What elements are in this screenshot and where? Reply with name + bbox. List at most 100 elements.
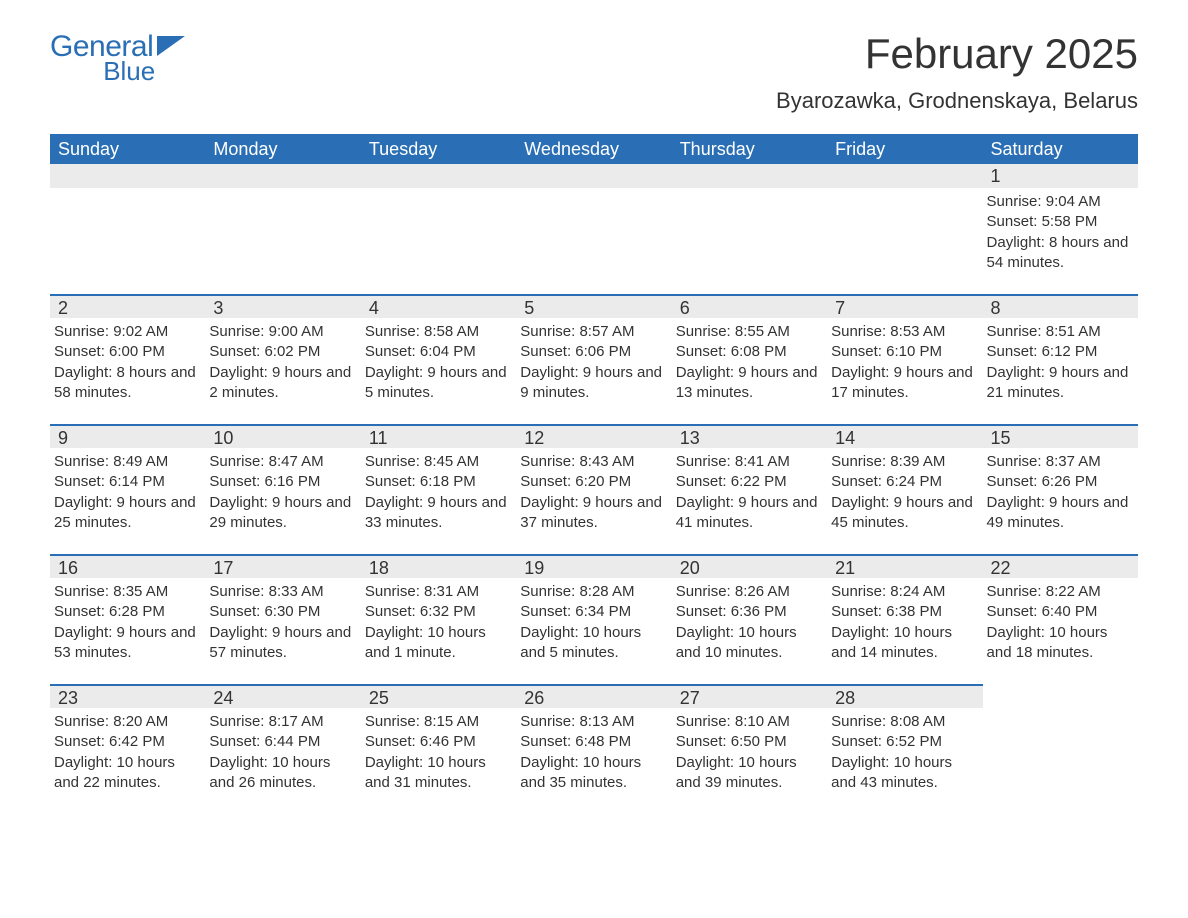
- day-body: Sunrise: 8:43 AMSunset: 6:20 PMDaylight:…: [516, 448, 671, 533]
- day-number: 13: [672, 424, 827, 448]
- flag-icon: [157, 36, 185, 56]
- sunrise-text: Sunrise: 8:41 AM: [676, 452, 819, 472]
- calendar-cell: 18Sunrise: 8:31 AMSunset: 6:32 PMDayligh…: [361, 554, 516, 684]
- daylight-text: Daylight: 10 hours and 22 minutes.: [54, 753, 197, 794]
- sunrise-text: Sunrise: 8:20 AM: [54, 712, 197, 732]
- calendar-cell: [516, 164, 671, 294]
- day-number: 25: [361, 684, 516, 708]
- calendar-cell: 14Sunrise: 8:39 AMSunset: 6:24 PMDayligh…: [827, 424, 982, 554]
- day-body: Sunrise: 8:28 AMSunset: 6:34 PMDaylight:…: [516, 578, 671, 663]
- day-body: Sunrise: 8:57 AMSunset: 6:06 PMDaylight:…: [516, 318, 671, 403]
- daylight-text: Daylight: 8 hours and 58 minutes.: [54, 363, 197, 404]
- day-number: 20: [672, 554, 827, 578]
- day-body: Sunrise: 8:26 AMSunset: 6:36 PMDaylight:…: [672, 578, 827, 663]
- calendar-cell: [983, 684, 1138, 814]
- daylight-text: Daylight: 10 hours and 31 minutes.: [365, 753, 508, 794]
- sunrise-text: Sunrise: 8:08 AM: [831, 712, 974, 732]
- calendar-cell: [50, 164, 205, 294]
- sunset-text: Sunset: 6:50 PM: [676, 732, 819, 752]
- day-body: Sunrise: 8:47 AMSunset: 6:16 PMDaylight:…: [205, 448, 360, 533]
- sunset-text: Sunset: 6:46 PM: [365, 732, 508, 752]
- sunset-text: Sunset: 6:16 PM: [209, 472, 352, 492]
- calendar-cell: 3Sunrise: 9:00 AMSunset: 6:02 PMDaylight…: [205, 294, 360, 424]
- calendar-body: 1Sunrise: 9:04 AMSunset: 5:58 PMDaylight…: [50, 164, 1138, 814]
- daylight-text: Daylight: 9 hours and 25 minutes.: [54, 493, 197, 534]
- day-number: 26: [516, 684, 671, 708]
- day-number: 19: [516, 554, 671, 578]
- sunrise-text: Sunrise: 8:55 AM: [676, 322, 819, 342]
- daylight-text: Daylight: 9 hours and 13 minutes.: [676, 363, 819, 404]
- daylight-text: Daylight: 9 hours and 33 minutes.: [365, 493, 508, 534]
- calendar-cell: 27Sunrise: 8:10 AMSunset: 6:50 PMDayligh…: [672, 684, 827, 814]
- day-body: Sunrise: 9:02 AMSunset: 6:00 PMDaylight:…: [50, 318, 205, 403]
- daylight-text: Daylight: 9 hours and 53 minutes.: [54, 623, 197, 664]
- calendar-cell: 19Sunrise: 8:28 AMSunset: 6:34 PMDayligh…: [516, 554, 671, 684]
- sunset-text: Sunset: 6:04 PM: [365, 342, 508, 362]
- sunrise-text: Sunrise: 8:37 AM: [987, 452, 1130, 472]
- day-number: 28: [827, 684, 982, 708]
- daylight-text: Daylight: 9 hours and 2 minutes.: [209, 363, 352, 404]
- day-header: Tuesday: [361, 134, 516, 164]
- day-number: [516, 164, 671, 188]
- sunset-text: Sunset: 6:08 PM: [676, 342, 819, 362]
- calendar-table: SundayMondayTuesdayWednesdayThursdayFrid…: [50, 134, 1138, 814]
- day-body: Sunrise: 8:24 AMSunset: 6:38 PMDaylight:…: [827, 578, 982, 663]
- sunset-text: Sunset: 6:10 PM: [831, 342, 974, 362]
- day-number: 18: [361, 554, 516, 578]
- day-header: Saturday: [983, 134, 1138, 164]
- sunrise-text: Sunrise: 8:22 AM: [987, 582, 1130, 602]
- sunset-text: Sunset: 6:34 PM: [520, 602, 663, 622]
- sunset-text: Sunset: 6:00 PM: [54, 342, 197, 362]
- day-number: 23: [50, 684, 205, 708]
- day-number: 1: [983, 164, 1138, 188]
- sunset-text: Sunset: 6:20 PM: [520, 472, 663, 492]
- calendar-cell: 9Sunrise: 8:49 AMSunset: 6:14 PMDaylight…: [50, 424, 205, 554]
- sunset-text: Sunset: 6:22 PM: [676, 472, 819, 492]
- day-number: 7: [827, 294, 982, 318]
- calendar-cell: 22Sunrise: 8:22 AMSunset: 6:40 PMDayligh…: [983, 554, 1138, 684]
- day-body: Sunrise: 8:55 AMSunset: 6:08 PMDaylight:…: [672, 318, 827, 403]
- day-body: Sunrise: 8:31 AMSunset: 6:32 PMDaylight:…: [361, 578, 516, 663]
- day-number: 22: [983, 554, 1138, 578]
- daylight-text: Daylight: 10 hours and 14 minutes.: [831, 623, 974, 664]
- calendar-cell: [205, 164, 360, 294]
- day-number: [983, 684, 1138, 708]
- daylight-text: Daylight: 10 hours and 35 minutes.: [520, 753, 663, 794]
- sunrise-text: Sunrise: 9:04 AM: [987, 192, 1130, 212]
- day-body: Sunrise: 8:13 AMSunset: 6:48 PMDaylight:…: [516, 708, 671, 793]
- day-body: Sunrise: 8:53 AMSunset: 6:10 PMDaylight:…: [827, 318, 982, 403]
- calendar-cell: 6Sunrise: 8:55 AMSunset: 6:08 PMDaylight…: [672, 294, 827, 424]
- daylight-text: Daylight: 10 hours and 1 minute.: [365, 623, 508, 664]
- daylight-text: Daylight: 9 hours and 41 minutes.: [676, 493, 819, 534]
- sunset-text: Sunset: 6:42 PM: [54, 732, 197, 752]
- day-number: 12: [516, 424, 671, 448]
- sunset-text: Sunset: 6:02 PM: [209, 342, 352, 362]
- sunrise-text: Sunrise: 8:47 AM: [209, 452, 352, 472]
- calendar-cell: 20Sunrise: 8:26 AMSunset: 6:36 PMDayligh…: [672, 554, 827, 684]
- calendar-cell: 11Sunrise: 8:45 AMSunset: 6:18 PMDayligh…: [361, 424, 516, 554]
- sunset-text: Sunset: 6:14 PM: [54, 472, 197, 492]
- daylight-text: Daylight: 9 hours and 45 minutes.: [831, 493, 974, 534]
- title-group: February 2025 Byarozawka, Grodnenskaya, …: [776, 30, 1138, 114]
- day-body: Sunrise: 8:39 AMSunset: 6:24 PMDaylight:…: [827, 448, 982, 533]
- day-number: 9: [50, 424, 205, 448]
- sunset-text: Sunset: 6:48 PM: [520, 732, 663, 752]
- day-header: Thursday: [672, 134, 827, 164]
- sunset-text: Sunset: 6:52 PM: [831, 732, 974, 752]
- sunset-text: Sunset: 5:58 PM: [987, 212, 1130, 232]
- sunset-text: Sunset: 6:38 PM: [831, 602, 974, 622]
- sunset-text: Sunset: 6:30 PM: [209, 602, 352, 622]
- sunrise-text: Sunrise: 9:00 AM: [209, 322, 352, 342]
- daylight-text: Daylight: 10 hours and 26 minutes.: [209, 753, 352, 794]
- day-body: Sunrise: 8:20 AMSunset: 6:42 PMDaylight:…: [50, 708, 205, 793]
- day-number: 2: [50, 294, 205, 318]
- daylight-text: Daylight: 9 hours and 57 minutes.: [209, 623, 352, 664]
- daylight-text: Daylight: 10 hours and 43 minutes.: [831, 753, 974, 794]
- daylight-text: Daylight: 8 hours and 54 minutes.: [987, 233, 1130, 274]
- calendar-cell: 4Sunrise: 8:58 AMSunset: 6:04 PMDaylight…: [361, 294, 516, 424]
- day-body: Sunrise: 9:04 AMSunset: 5:58 PMDaylight:…: [983, 188, 1138, 273]
- calendar-week: 1Sunrise: 9:04 AMSunset: 5:58 PMDaylight…: [50, 164, 1138, 294]
- calendar-cell: 25Sunrise: 8:15 AMSunset: 6:46 PMDayligh…: [361, 684, 516, 814]
- day-number: 14: [827, 424, 982, 448]
- sunrise-text: Sunrise: 8:31 AM: [365, 582, 508, 602]
